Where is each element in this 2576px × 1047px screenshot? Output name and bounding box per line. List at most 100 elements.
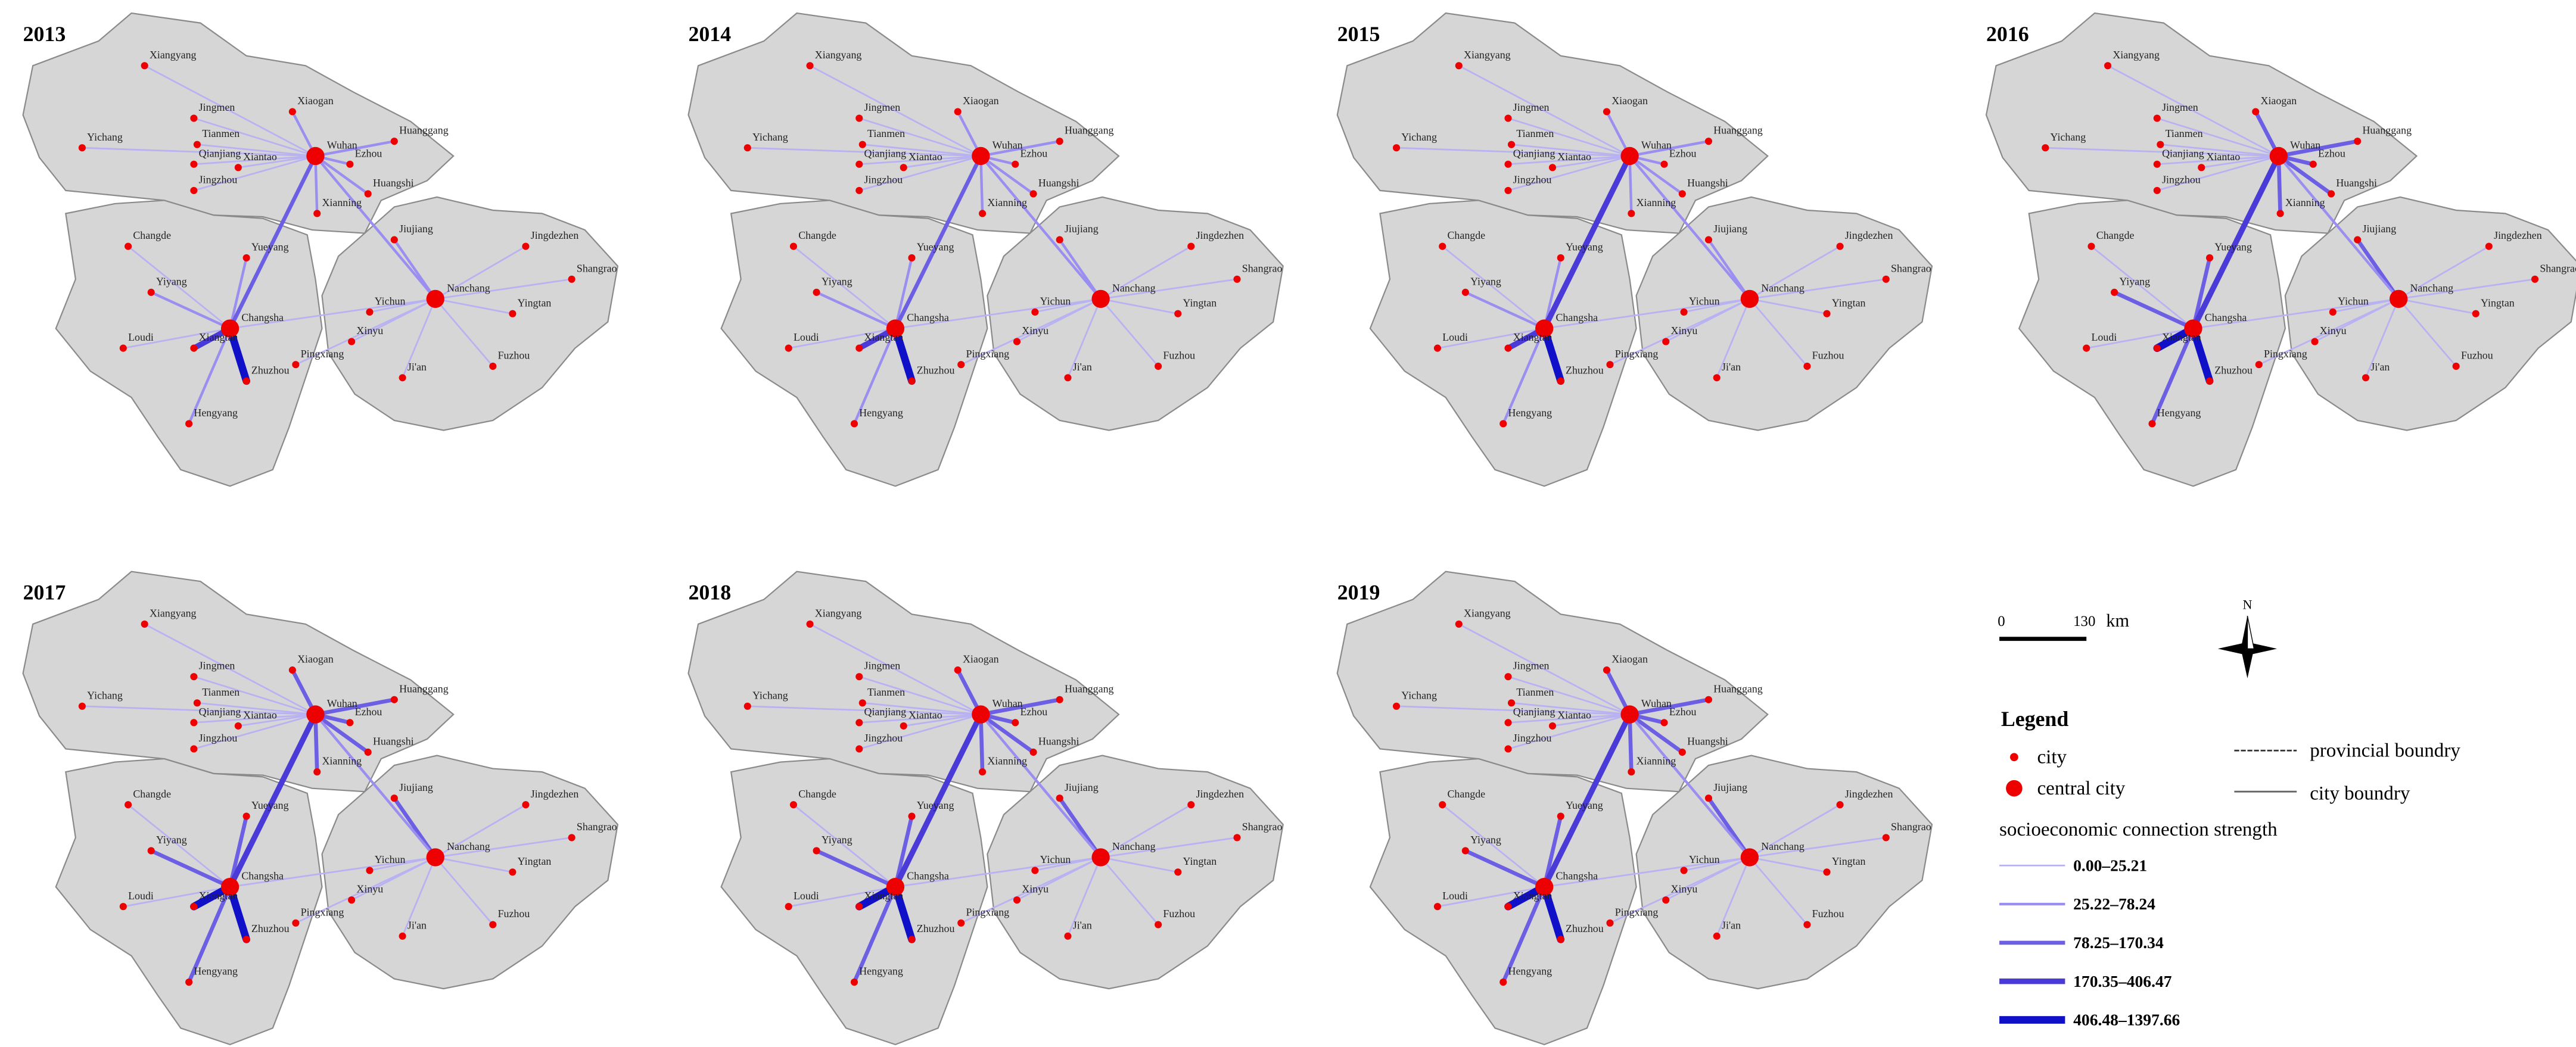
city-label: Yiyang: [2119, 275, 2150, 287]
city-label: Loudi: [1442, 890, 1468, 902]
connection: [237, 713, 316, 727]
connection: [122, 328, 231, 349]
connection: [1543, 856, 1751, 888]
city-label: Qianjiang: [199, 147, 241, 159]
city: [1678, 190, 1686, 198]
city-label: Jingzhou: [864, 732, 903, 744]
map-panel: Xiangyang Yichang Jingmen Xiaogan Tianmen Qia…: [22, 571, 619, 1046]
city: [855, 903, 863, 911]
connection: [313, 712, 371, 755]
city-label: Jiujiang: [1713, 223, 1747, 235]
connection: [2190, 153, 2282, 332]
connection: [127, 803, 231, 888]
city-label: Yichang: [1401, 689, 1437, 701]
connection: [1628, 713, 1751, 859]
connection: [891, 325, 916, 385]
connection: [1464, 291, 1546, 330]
city: [1504, 745, 1512, 753]
connection: [1749, 245, 1841, 300]
city: [313, 768, 321, 776]
city-label: Loudi: [128, 331, 154, 343]
central-city: [220, 319, 239, 338]
connection: [788, 328, 897, 349]
connection: [2107, 64, 2280, 157]
city-label: Hengyang: [1508, 407, 1553, 419]
connection: [2397, 298, 2457, 367]
city: [193, 141, 201, 148]
city: [1662, 896, 1670, 904]
connection: [2159, 144, 2280, 157]
city-label: Ji'an: [1073, 361, 1092, 373]
city: [855, 114, 863, 122]
city-label: Wuhan: [1641, 697, 1672, 709]
city-label: Yichang: [752, 131, 788, 143]
connection: [1749, 803, 1841, 858]
city: [348, 896, 356, 904]
central-city: [1091, 848, 1110, 867]
city-label: Tianmen: [202, 127, 239, 139]
legend-central-city: central city: [2037, 778, 2125, 799]
connection: [314, 154, 369, 195]
city: [2276, 210, 2284, 217]
city: [1455, 620, 1463, 628]
city: [1548, 164, 1557, 172]
connection: [2192, 298, 2400, 329]
city-label: Xiangyang: [150, 49, 197, 61]
city-label: Fuzhou: [1163, 908, 1195, 920]
city-label: Jingmen: [199, 101, 235, 113]
city: [954, 108, 962, 116]
city-label: Yichun: [1689, 295, 1720, 307]
city-label: Ezhou: [2318, 147, 2345, 159]
connection: [434, 278, 573, 300]
city-label: Qianjiang: [2162, 147, 2204, 159]
city-label: Xiantao: [1557, 151, 1591, 163]
city-label: Ezhou: [355, 706, 382, 718]
connection: [122, 886, 231, 908]
central-city: [1091, 289, 1110, 309]
city-label: Wuhan: [993, 697, 1023, 709]
city: [2205, 377, 2214, 385]
connection: [314, 713, 437, 859]
city-label: Xiaogan: [1611, 95, 1648, 107]
city: [364, 748, 372, 756]
city-label: Yichun: [2338, 295, 2369, 307]
city-label: Tianmen: [2166, 127, 2203, 139]
connection: [2112, 290, 2195, 331]
connection: [196, 144, 316, 157]
city-label: Xiaogan: [2261, 95, 2297, 107]
city: [390, 236, 398, 244]
city-label: Huanggang: [399, 683, 449, 694]
city-label: Xiangtan: [199, 890, 238, 902]
connection: [853, 327, 897, 425]
city: [957, 919, 965, 927]
legend-classes: 0.00–25.21 25.22–78.24 78.25–170.34 170.35–…: [1999, 856, 2180, 1029]
city-label: Yichang: [1401, 131, 1437, 143]
scale-end: 130: [2073, 613, 2095, 630]
connection: [229, 298, 437, 329]
city: [509, 310, 517, 317]
city-label: Shangrao: [1242, 262, 1283, 274]
city: [908, 936, 916, 943]
city: [1504, 114, 1512, 122]
city: [1012, 160, 1019, 168]
city: [2328, 190, 2335, 198]
city: [1056, 236, 1063, 244]
maps: Xiangyang Yichang Jingmen Xiaogan Tianmen Qia…: [22, 12, 2576, 1046]
city: [1704, 236, 1713, 244]
connection: [1551, 713, 1631, 727]
connection: [237, 155, 316, 169]
city-label: Xianning: [2285, 197, 2325, 208]
city: [1233, 275, 1241, 283]
city-label: Xiantao: [909, 709, 942, 721]
city-label: Xinyu: [1022, 883, 1049, 895]
connection: [1551, 155, 1631, 169]
city-symbol: [2009, 753, 2018, 762]
city: [1064, 932, 1072, 940]
city: [366, 308, 374, 316]
city: [1499, 979, 1507, 986]
city-label: Tianmen: [1516, 127, 1554, 139]
city-label: Fuzhou: [2461, 350, 2493, 362]
city-label: Changsha: [1555, 870, 1598, 882]
north-arrow: [2217, 615, 2278, 678]
city: [2148, 420, 2156, 428]
